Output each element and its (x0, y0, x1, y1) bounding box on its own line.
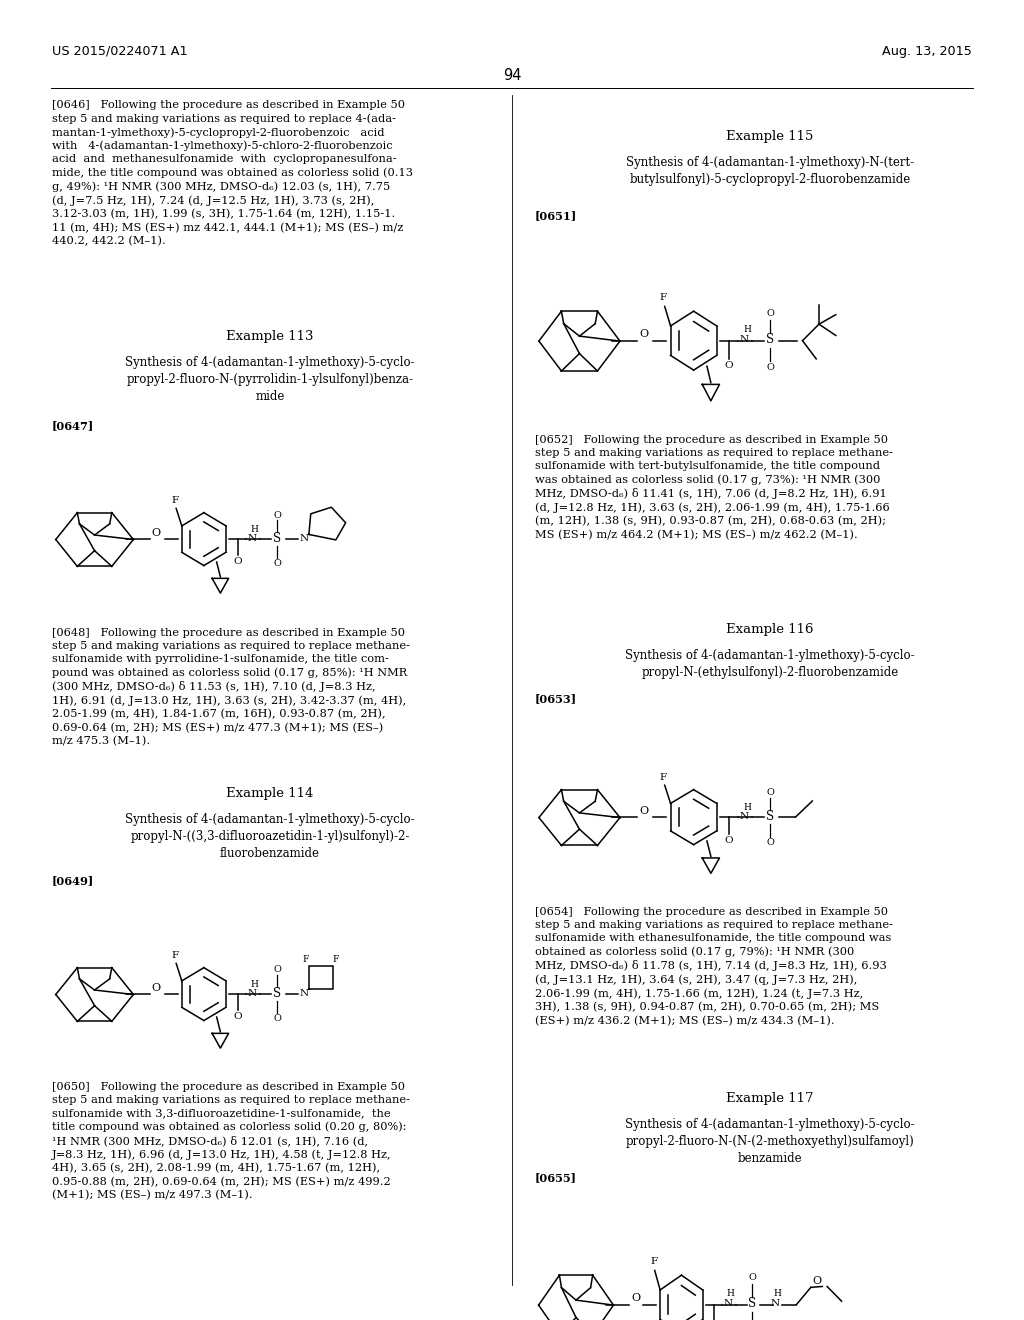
Text: N: N (299, 533, 308, 543)
Text: [0651]: [0651] (535, 210, 578, 220)
Text: N: N (248, 533, 256, 543)
Text: O: O (233, 1012, 242, 1022)
Text: O: O (152, 983, 161, 993)
Text: O: O (273, 965, 282, 974)
Text: S: S (766, 810, 774, 822)
Text: O: O (273, 1014, 282, 1023)
Text: [0649]: [0649] (52, 875, 94, 886)
Text: H: H (743, 325, 751, 334)
Text: O: O (766, 363, 774, 372)
Text: O: O (749, 1274, 756, 1282)
Text: [0652]   Following the procedure as described in Example 50
step 5 and making va: [0652] Following the procedure as descri… (535, 436, 893, 540)
Text: F: F (171, 952, 178, 960)
Text: F: F (303, 956, 309, 965)
Text: N: N (739, 812, 749, 821)
Text: O: O (631, 1294, 640, 1303)
Text: S: S (273, 532, 282, 545)
Text: O: O (766, 838, 774, 846)
Text: O: O (813, 1276, 822, 1286)
Text: O: O (639, 329, 648, 339)
Text: Synthesis of 4-(adamantan-1-ylmethoxy)-5-cyclo-
propyl-N-((3,3-difluoroazetidin-: Synthesis of 4-(adamantan-1-ylmethoxy)-5… (125, 813, 415, 859)
Text: Example 114: Example 114 (226, 787, 313, 800)
Text: Example 115: Example 115 (726, 129, 814, 143)
Text: O: O (766, 309, 774, 318)
Text: [0654]   Following the procedure as described in Example 50
step 5 and making va: [0654] Following the procedure as descri… (535, 907, 893, 1026)
Text: Synthesis of 4-(adamantan-1-ylmethoxy)-5-cyclo-
propyl-2-fluoro-N-(pyrrolidin-1-: Synthesis of 4-(adamantan-1-ylmethoxy)-5… (125, 356, 415, 403)
Text: F: F (659, 772, 667, 781)
Text: N: N (248, 989, 256, 998)
Text: Synthesis of 4-(adamantan-1-ylmethoxy)-N-(tert-
butylsulfonyl)-5-cyclopropyl-2-f: Synthesis of 4-(adamantan-1-ylmethoxy)-N… (626, 156, 914, 186)
Text: O: O (766, 788, 774, 796)
Text: H: H (743, 803, 751, 812)
Text: N: N (299, 989, 308, 998)
Text: 94: 94 (503, 69, 521, 83)
Text: Synthesis of 4-(adamantan-1-ylmethoxy)-5-cyclo-
propyl-2-fluoro-N-(N-(2-methoxye: Synthesis of 4-(adamantan-1-ylmethoxy)-5… (626, 1118, 914, 1164)
Text: O: O (725, 362, 733, 371)
Text: Aug. 13, 2015: Aug. 13, 2015 (882, 45, 972, 58)
Text: O: O (273, 511, 282, 520)
Text: H: H (727, 1290, 734, 1299)
Text: S: S (766, 333, 774, 346)
Text: [0650]   Following the procedure as described in Example 50
step 5 and making va: [0650] Following the procedure as descri… (52, 1082, 410, 1200)
Text: [0648]   Following the procedure as described in Example 50
step 5 and making va: [0648] Following the procedure as descri… (52, 628, 410, 747)
Text: S: S (273, 987, 282, 999)
Text: F: F (650, 1257, 657, 1266)
Text: Example 117: Example 117 (726, 1092, 814, 1105)
Text: F: F (171, 496, 178, 506)
Text: O: O (639, 807, 648, 816)
Text: [0653]: [0653] (535, 693, 578, 704)
Text: F: F (333, 956, 339, 965)
Text: O: O (233, 557, 242, 566)
Text: N: N (739, 335, 749, 345)
Text: O: O (273, 558, 282, 568)
Text: Example 116: Example 116 (726, 623, 814, 636)
Text: F: F (659, 293, 667, 302)
Text: N: N (723, 1299, 732, 1308)
Text: O: O (725, 836, 733, 845)
Text: N: N (770, 1299, 779, 1308)
Text: US 2015/0224071 A1: US 2015/0224071 A1 (52, 45, 187, 58)
Text: [0655]: [0655] (535, 1172, 577, 1183)
Text: Synthesis of 4-(adamantan-1-ylmethoxy)-5-cyclo-
propyl-N-(ethylsulfonyl)-2-fluor: Synthesis of 4-(adamantan-1-ylmethoxy)-5… (626, 649, 914, 678)
Text: [0646]   Following the procedure as described in Example 50
step 5 and making va: [0646] Following the procedure as descri… (52, 100, 413, 247)
Text: S: S (749, 1298, 757, 1311)
Text: O: O (152, 528, 161, 539)
Text: [0647]: [0647] (52, 420, 94, 432)
Text: H: H (774, 1290, 781, 1299)
Text: H: H (251, 525, 259, 533)
Text: H: H (251, 979, 259, 989)
Text: Example 113: Example 113 (226, 330, 313, 343)
